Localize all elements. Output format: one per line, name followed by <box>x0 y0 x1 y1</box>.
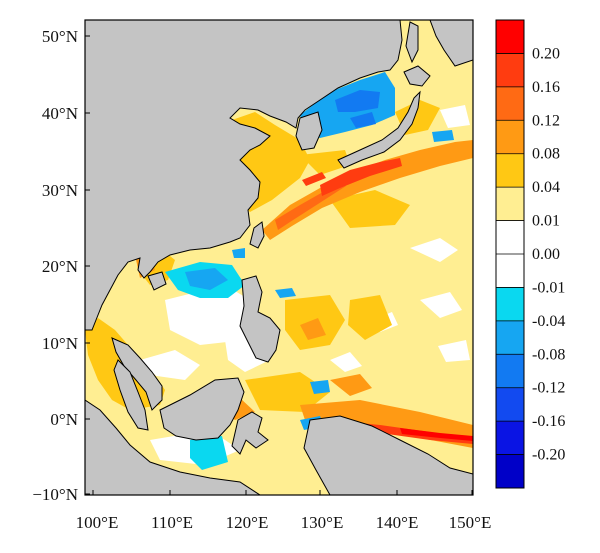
longitude-axis: 100°E 110°E 120°E 130°E 140°E 150°E <box>76 490 492 532</box>
malay-peninsula <box>113 359 149 431</box>
colorbar-swatch <box>496 120 524 155</box>
colorbar-tick-label: 0.16 <box>532 79 560 96</box>
kamchatka-coast <box>429 20 473 67</box>
indochina-peninsula <box>111 337 163 411</box>
colorbar-swatch <box>496 254 524 288</box>
sulawesi-island <box>231 411 269 455</box>
lat-label-50n: 50°N <box>42 27 78 46</box>
colorbar-swatch <box>496 187 524 222</box>
lon-label-130e: 130°E <box>301 513 344 532</box>
colorbar-tick-label: 0.00 <box>532 246 560 263</box>
lon-label-140e: 140°E <box>376 513 419 532</box>
new-guinea-island <box>303 415 473 495</box>
colorbar-tick-label: 0.20 <box>532 45 560 62</box>
japan-hokkaido <box>403 65 431 87</box>
lon-label-120e: 120°E <box>226 513 269 532</box>
colorbar-tick-label: 0.01 <box>532 213 560 230</box>
lat-label-40n: 40°N <box>42 104 78 123</box>
lat-label-20n: 20°N <box>42 257 78 276</box>
colorbar-swatch <box>496 220 524 255</box>
latitude-axis: 50°N 40°N 30°N 20°N 10°N 0°N −10°N <box>32 27 90 504</box>
colorbar-tick-label: 0.04 <box>532 179 560 196</box>
colorbar-tick-label: -0.16 <box>532 413 565 430</box>
colorbar-swatch <box>496 153 524 188</box>
japan-honshu <box>337 90 421 169</box>
sumatra-java-islands <box>85 399 261 495</box>
colorbar-swatch <box>496 354 524 389</box>
colorbar-tick-label: -0.12 <box>532 380 565 397</box>
negative-anomaly-zones <box>165 72 454 470</box>
colorbar-tick-label: 0.12 <box>532 112 560 129</box>
asia-mainland <box>85 20 403 331</box>
colorbar-swatch <box>496 86 524 121</box>
colorbar-tick-label: -0.04 <box>532 313 565 330</box>
borneo-island <box>159 377 245 441</box>
lon-label-150e: 150°E <box>449 513 492 532</box>
korea-peninsula <box>295 111 323 151</box>
colorbar: 0.20 0.16 0.12 0.08 0.04 0.01 0.00 -0.01 -0.04 -0… <box>495 19 565 489</box>
colorbar-tick-label: 0.08 <box>532 146 560 163</box>
philippines-islands <box>239 275 281 363</box>
colorbar-swatch <box>496 421 524 456</box>
colorbar-swatch <box>496 53 524 88</box>
colorbar-blocks <box>496 20 524 489</box>
map-plot-area <box>85 20 473 495</box>
lon-label-110e: 110°E <box>151 513 193 532</box>
lat-label-0n: 0°N <box>50 410 78 429</box>
land-masses <box>85 20 473 495</box>
lat-label-10n: 10°N <box>42 334 78 353</box>
taiwan-island <box>249 221 265 249</box>
colorbar-swatch <box>496 454 524 489</box>
colorbar-swatch <box>496 20 524 54</box>
hainan-island <box>147 271 167 291</box>
lat-label-minus10n: −10°N <box>32 485 78 504</box>
colorbar-swatch <box>496 387 524 422</box>
colorbar-tick-label: -0.01 <box>532 279 565 296</box>
colorbar-tick-label: -0.08 <box>532 346 565 363</box>
colorbar-frame <box>495 19 525 489</box>
lat-label-30n: 30°N <box>42 181 78 200</box>
sakhalin-island <box>405 21 419 64</box>
colorbar-labels: 0.20 0.16 0.12 0.08 0.04 0.01 0.00 -0.01 -0.04 -0… <box>496 45 565 464</box>
colorbar-tick-label: -0.20 <box>532 447 565 464</box>
lon-label-100e: 100°E <box>76 513 119 532</box>
colorbar-swatch <box>496 287 524 322</box>
map-frame <box>84 19 474 496</box>
colorbar-swatch <box>496 320 524 355</box>
